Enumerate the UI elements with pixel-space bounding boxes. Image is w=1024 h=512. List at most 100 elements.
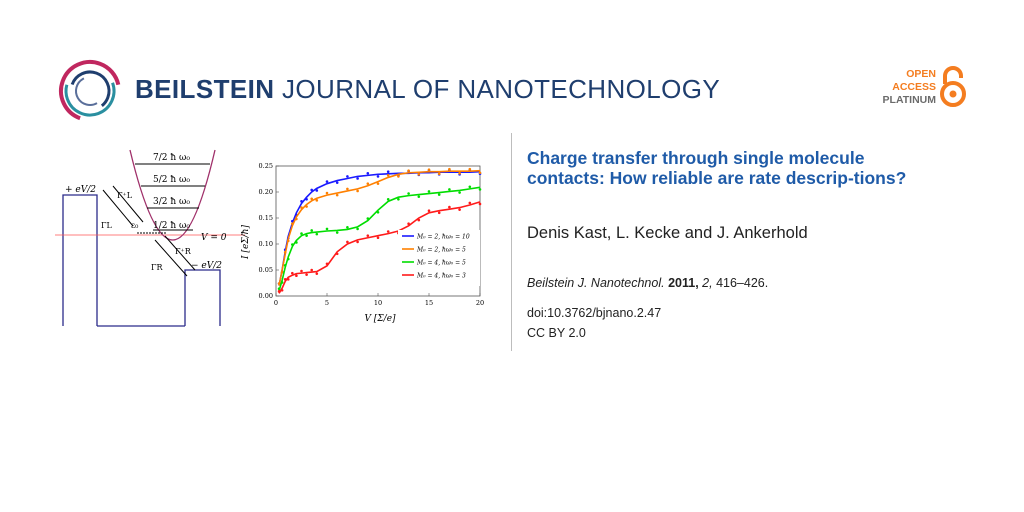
data-point (335, 181, 339, 184)
data-point (376, 182, 380, 185)
data-point (295, 274, 298, 278)
data-point (300, 269, 303, 273)
gamma-l-plus-label: Γ⁺L (117, 191, 133, 200)
data-point (376, 175, 380, 178)
open-access-line1: OPEN (906, 68, 936, 80)
data-point (366, 182, 370, 185)
x-tick-label: 15 (425, 299, 433, 307)
citation-pages: 416–426. (716, 276, 769, 290)
data-point (366, 217, 370, 220)
zero-bias-label: V = 0 (201, 233, 227, 243)
legend-box (398, 230, 480, 286)
data-point (283, 278, 287, 281)
data-point (386, 230, 390, 233)
data-point (280, 270, 284, 274)
data-point (325, 262, 329, 266)
x-tick-label: 0 (274, 299, 278, 307)
data-point (478, 171, 482, 175)
y-tick-label: 0.05 (259, 266, 273, 274)
epsilon-label: ε₀ (131, 221, 138, 230)
data-point (310, 229, 313, 232)
data-point (305, 234, 308, 237)
data-point (300, 200, 303, 203)
data-point (437, 172, 441, 176)
data-point (291, 222, 294, 226)
data-point (277, 287, 281, 291)
data-point (280, 288, 284, 292)
data-point (325, 180, 329, 183)
journal-name-rest: JOURNAL OF NANOTECHNOLOGY (282, 74, 721, 104)
x-axis-label: V [Σ/e] (364, 314, 396, 324)
data-point (417, 195, 421, 198)
data-point (305, 205, 308, 208)
data-point (310, 268, 313, 272)
data-point (305, 273, 308, 276)
data-point (315, 272, 319, 275)
journal-name: BEILSTEIN JOURNAL OF NANOTECHNOLOGY (135, 74, 720, 105)
data-point (305, 197, 308, 201)
x-tick-label: 5 (325, 299, 329, 307)
y-tick-label: 0.20 (259, 188, 273, 196)
journal-name-bold: BEILSTEIN (135, 74, 275, 104)
column-divider (511, 133, 512, 351)
data-point (346, 240, 349, 244)
data-point (295, 217, 298, 221)
legend-label: M₀ = 2, ħω₀ = 10 (416, 234, 470, 241)
data-point (310, 188, 313, 192)
data-point (286, 239, 290, 243)
data-point (286, 278, 290, 281)
article-license[interactable]: CC BY 2.0 (527, 326, 586, 340)
open-access-lock-icon (940, 66, 966, 107)
y-tick-label: 0.10 (259, 240, 273, 248)
article-doi[interactable]: doi:10.3762/bjnano.2.47 (527, 306, 662, 320)
left-bias-label: + eV/2 (65, 185, 96, 195)
level-label: 3/2 ħ ω₀ (153, 197, 190, 207)
data-point (397, 197, 400, 201)
energy-schematic: 7/2 ħ ω₀ 5/2 ħ ω₀ 3/2 ħ ω₀ 1/2 ħ ω₀ + eV… (55, 149, 245, 327)
citation-journal: Beilstein J. Nanotechnol. (527, 276, 665, 290)
gamma-r-plus-label: Γ⁺R (175, 247, 192, 256)
data-point (300, 232, 303, 235)
data-point (386, 170, 390, 174)
data-point (335, 193, 339, 197)
data-point (315, 232, 319, 236)
data-point (280, 281, 284, 284)
data-point (376, 210, 380, 214)
data-point (397, 175, 400, 178)
data-point (386, 197, 390, 201)
gamma-l-label: ΓL (101, 221, 113, 230)
gamma-r-label: ΓR (151, 263, 164, 272)
data-point (315, 189, 319, 192)
article-title[interactable]: Charge transfer through single molecule … (527, 148, 907, 188)
data-point (437, 193, 441, 196)
level-label: 1/2 ħ ω₀ (153, 221, 190, 231)
data-point (427, 168, 431, 171)
legend-label: M₀ = 4, ħω₀ = 5 (416, 260, 466, 267)
article-authors: Denis Kast, L. Kecke and J. Ankerhold (527, 224, 808, 242)
data-point (325, 191, 329, 195)
series-line-3 (278, 201, 481, 294)
right-bias-label: − eV/2 (191, 261, 222, 271)
data-point (291, 243, 294, 246)
data-point (468, 185, 472, 189)
data-point (356, 240, 359, 244)
data-point (356, 189, 359, 193)
legend-label: M₀ = 2, ħω₀ = 5 (416, 247, 466, 254)
journal-logo-icon (59, 60, 121, 122)
data-point (417, 218, 421, 222)
data-point (295, 241, 298, 244)
data-point (478, 202, 482, 206)
data-point (458, 208, 461, 211)
x-tick-label: 10 (374, 299, 382, 307)
citation-volume: 2, (702, 276, 713, 290)
data-point (478, 188, 482, 191)
data-point (448, 167, 451, 171)
data-point (356, 227, 359, 231)
data-point (448, 188, 451, 191)
open-access-line3: PLATINUM (882, 94, 936, 106)
data-point (283, 251, 287, 254)
data-point (291, 271, 294, 275)
data-point (427, 209, 431, 213)
data-point (277, 282, 281, 285)
level-label: 7/2 ħ ω₀ (153, 153, 190, 163)
